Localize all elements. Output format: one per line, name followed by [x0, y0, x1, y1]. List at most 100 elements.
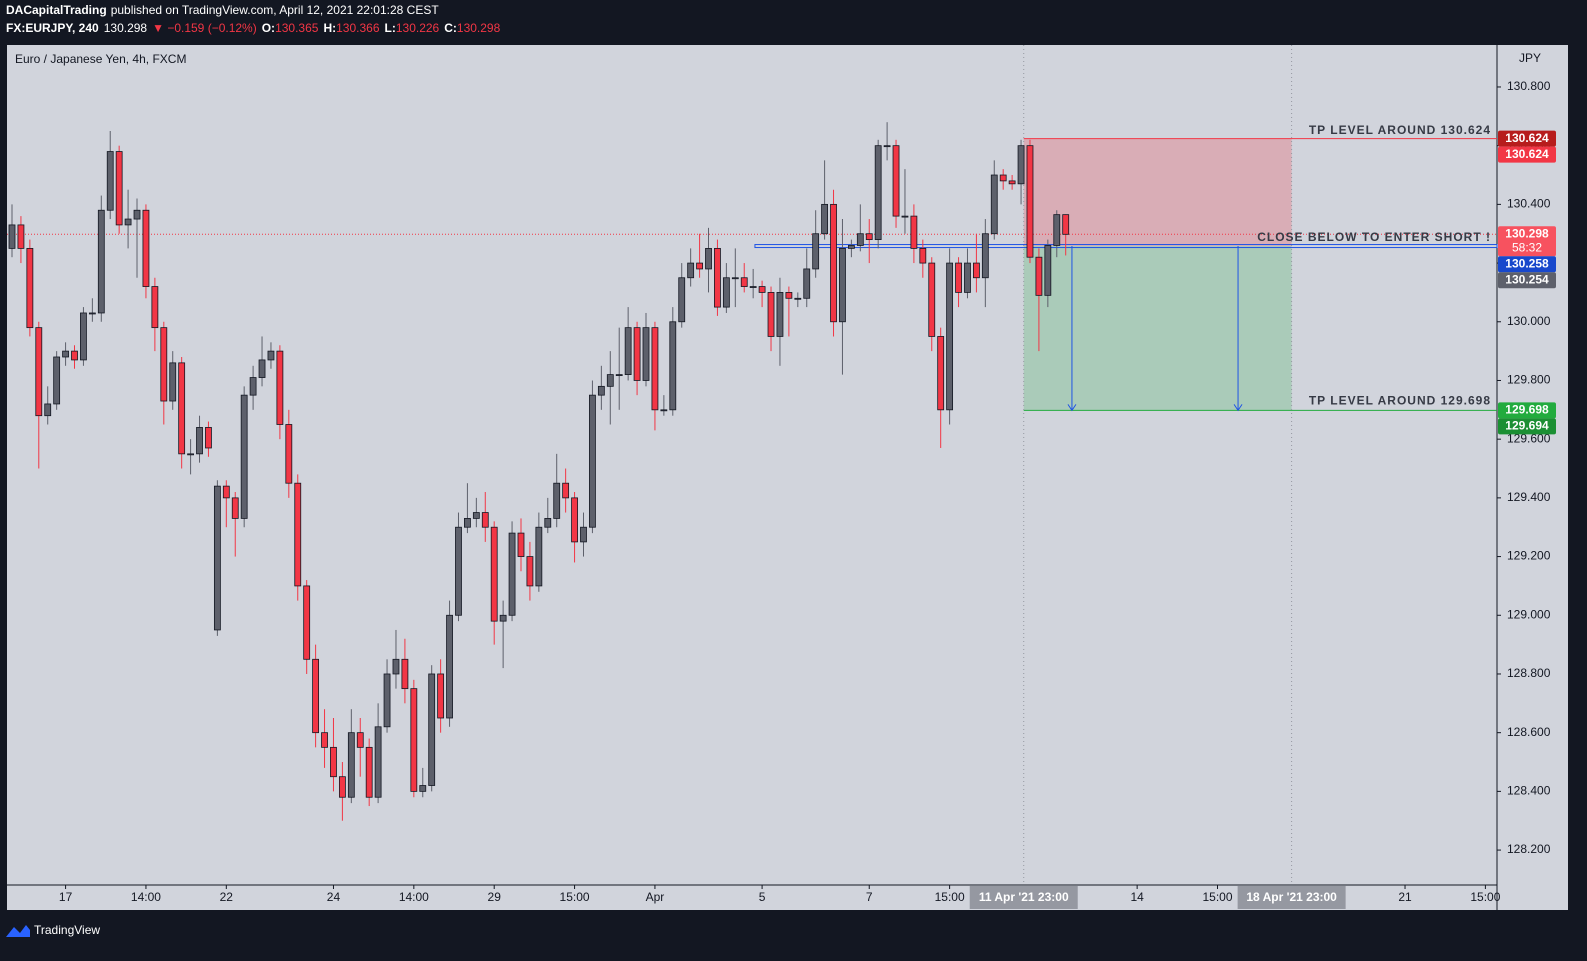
- ohlc-value: 130.365: [275, 21, 319, 35]
- price-tag-label: 129.694: [1505, 419, 1549, 433]
- candle-body: [874, 145, 882, 240]
- symbol: FX:EURJPY, 240: [6, 21, 99, 35]
- candle-body: [758, 286, 766, 293]
- candle-body: [419, 785, 427, 792]
- ohlc-value: 130.298: [457, 21, 501, 35]
- candle-body: [883, 145, 891, 148]
- y-tick-label: 130.000: [1507, 314, 1551, 328]
- candle-body: [722, 277, 730, 308]
- candle-body: [633, 327, 641, 381]
- candle-body: [535, 526, 543, 587]
- candle-body: [964, 262, 971, 293]
- candle-body: [803, 268, 811, 299]
- candle-body: [580, 526, 587, 543]
- y-tick-label: 130.800: [1507, 79, 1551, 93]
- candle-body: [303, 585, 311, 660]
- candle-body: [374, 726, 382, 798]
- candle-body: [642, 327, 650, 381]
- target-zone: [1023, 246, 1292, 411]
- price-tag-label: 130.254: [1505, 272, 1549, 286]
- price-tag: [1498, 272, 1556, 289]
- candle-body: [696, 262, 703, 270]
- candle-body: [8, 224, 16, 249]
- candle-body: [678, 277, 686, 323]
- ohlc-value: 130.366: [336, 21, 380, 35]
- x-tick-label: 14: [1130, 890, 1144, 904]
- candle-body: [553, 482, 561, 519]
- candle-body: [1017, 145, 1025, 185]
- y-tick-label: 130.400: [1507, 197, 1551, 211]
- candle-body: [776, 292, 784, 337]
- candle-body: [464, 518, 471, 528]
- candle-body: [26, 247, 34, 329]
- candle-body: [973, 262, 980, 279]
- candle-body: [276, 350, 284, 425]
- candle-body: [151, 286, 159, 329]
- candle-body: [990, 174, 998, 235]
- candle-body: [955, 262, 962, 293]
- candle-body: [714, 247, 721, 308]
- y-tick-label: 129.000: [1507, 607, 1551, 621]
- header-quote: FX:EURJPY, 240 130.298 ▼ −0.159 (−0.12%) O:…: [6, 21, 501, 35]
- candle-body: [231, 497, 239, 519]
- logo: [6, 925, 30, 937]
- candle-body: [106, 151, 114, 211]
- candle-body: [338, 776, 346, 798]
- candle-body: [142, 209, 150, 287]
- candle-body: [267, 350, 275, 361]
- candle-body: [1044, 245, 1052, 296]
- candle-body: [133, 209, 141, 220]
- x-tick-label: 17: [59, 890, 73, 904]
- entry-line: [754, 244, 1498, 249]
- published: published on TradingView.com, April 12, …: [111, 3, 440, 17]
- candle-body: [446, 614, 453, 719]
- x-tick-label: 15:00: [560, 890, 590, 904]
- candle-body: [365, 746, 373, 798]
- target-label: TP LEVEL AROUND 129.698: [1309, 394, 1491, 408]
- candle-body: [490, 526, 498, 622]
- candle-body: [856, 233, 864, 246]
- candle-body: [80, 312, 87, 361]
- price-tag-label: 130.624: [1505, 131, 1549, 145]
- countdown: 58:32: [1512, 240, 1542, 254]
- change: ▼ −0.159 (−0.12%): [152, 21, 257, 35]
- candle-body: [472, 512, 480, 519]
- candle-body: [1062, 214, 1070, 235]
- candle-body: [705, 247, 712, 270]
- y-tick-label: 129.800: [1507, 373, 1551, 387]
- x-tick-label: 24: [327, 890, 341, 904]
- price-tag: [1498, 256, 1556, 273]
- x-tick-label: 15:00: [1202, 890, 1232, 904]
- x-tick-label: 22: [220, 890, 234, 904]
- entry-label: CLOSE BELOW TO ENTER SHORT !: [1257, 230, 1491, 244]
- candle-body: [937, 336, 945, 411]
- arrow-head: [1233, 404, 1243, 412]
- x-marker-label: 11 Apr '21 23:00: [979, 890, 1069, 904]
- candle-body: [928, 262, 936, 337]
- candle-body: [383, 673, 391, 728]
- price: 130.298: [104, 21, 148, 35]
- arrow-head: [1067, 404, 1077, 412]
- currency: JPY: [1519, 51, 1541, 65]
- candle-body: [321, 732, 328, 748]
- ohlc-label: C:: [444, 21, 457, 35]
- price-tag: [1498, 146, 1556, 163]
- candle-body: [660, 409, 668, 412]
- candle-body: [892, 145, 900, 217]
- candle-body: [499, 614, 507, 622]
- candle-body: [53, 356, 61, 405]
- x-tick-label: 5: [759, 890, 766, 904]
- candle-body: [428, 673, 436, 786]
- candle-body: [1035, 256, 1043, 296]
- candle-body: [258, 359, 266, 378]
- price-tag: [1498, 402, 1556, 419]
- candle-body: [839, 247, 846, 323]
- candle-body: [124, 218, 132, 226]
- candle-body: [401, 658, 409, 690]
- candle-body: [1008, 180, 1016, 185]
- price-tag: [1498, 130, 1556, 147]
- ohlc-label: L:: [385, 21, 396, 35]
- candle-body: [35, 327, 43, 417]
- candle-body: [187, 453, 194, 456]
